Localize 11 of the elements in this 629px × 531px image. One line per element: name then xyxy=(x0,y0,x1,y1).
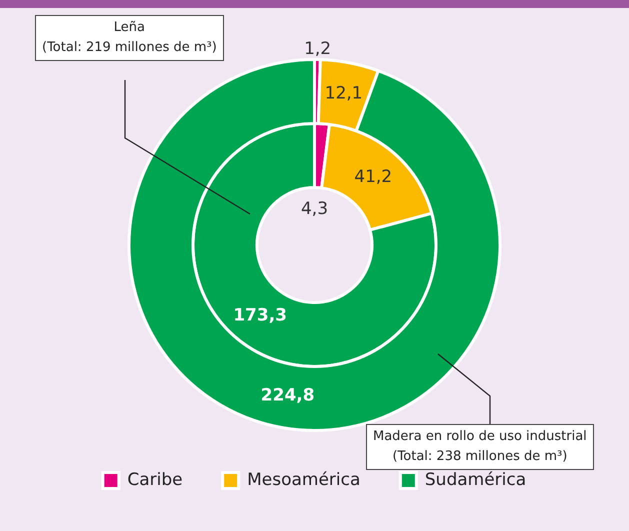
data-label: 1,2 xyxy=(304,38,332,59)
legend-label: Mesoamérica xyxy=(247,470,360,490)
data-label: 4,3 xyxy=(300,198,328,219)
data-label: 41,2 xyxy=(354,166,392,187)
data-label: 224,8 xyxy=(260,386,315,406)
text: Leña (Total: 219 millones de m³) xyxy=(35,15,224,62)
text: Madera en rollo de uso industrial (Total: 238 millones de m³) xyxy=(366,424,594,470)
data-label: 173,3 xyxy=(233,305,287,326)
legend-label: Caribe xyxy=(127,470,183,490)
data-label: 12,1 xyxy=(324,84,363,104)
legend-label: Sudamérica xyxy=(424,470,526,490)
